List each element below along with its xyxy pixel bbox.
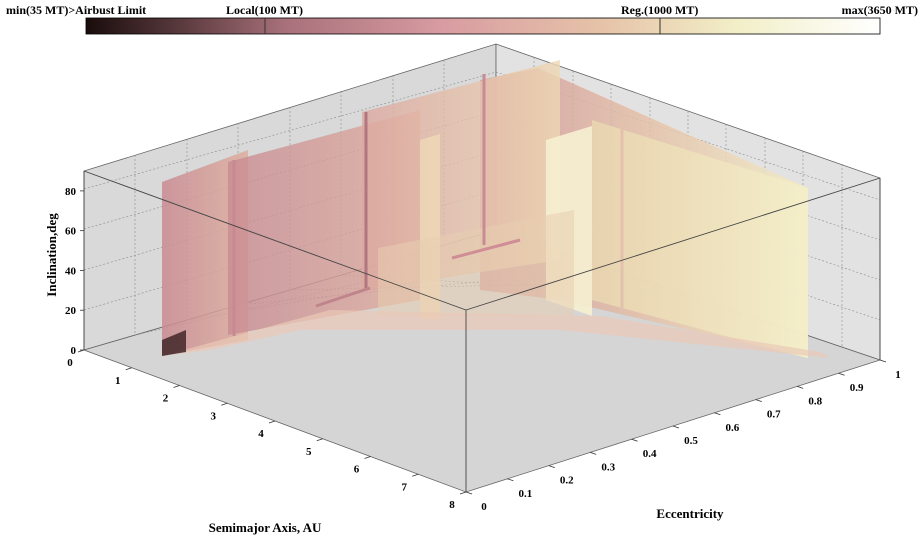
x-tick-mark [125, 367, 132, 371]
x-tick-label: 7 [402, 481, 408, 493]
x-tick-label: 0 [67, 357, 73, 369]
y-tick-label: 0.1 [519, 488, 533, 500]
colorbar-label-regional: Reg.(1000 MT) [621, 3, 698, 17]
slice-line-6 [315, 286, 371, 308]
y-tick-label: 0.8 [808, 395, 822, 407]
x-tick-mark [316, 438, 323, 442]
y-tick-label: 0.9 [850, 382, 864, 394]
y-tick-label: 0.7 [767, 409, 781, 421]
y-tick-label: 1 [895, 369, 901, 381]
slice-dark-corner [162, 330, 186, 356]
x-tick-label: 3 [211, 410, 217, 422]
y-tick-mark [797, 386, 804, 389]
y-tick-mark [465, 491, 473, 495]
colorbar-label-min: min(35 MT)>Airbust Limit [6, 3, 146, 17]
y-tick-label: 0.5 [684, 435, 698, 447]
z-tick-label: 60 [65, 226, 77, 238]
slice-e-high [592, 120, 808, 358]
y-tick-mark [590, 452, 597, 455]
colorbar-label-max: max(3650 MT) [842, 3, 918, 17]
x-tick-label: 5 [306, 446, 312, 458]
y-tick-mark [548, 465, 555, 468]
slice-floor [162, 310, 830, 358]
x-tick-label: 2 [163, 393, 169, 405]
y-tick-mark [755, 399, 762, 402]
y-tick-mark [714, 412, 721, 416]
x-tick-mark [268, 420, 276, 424]
x-tick-label: 1 [115, 375, 121, 387]
slice-e-low [378, 210, 574, 316]
front-frame [83, 170, 881, 492]
y-axis-label: Eccentricity [656, 506, 724, 521]
data-slices [162, 60, 830, 358]
y-tick-mark [838, 372, 845, 376]
x-tick-label: 4 [258, 428, 264, 440]
x-tick-mark [221, 402, 228, 406]
x-tick-label: 6 [354, 464, 360, 476]
z-axis-ticks: 0 20 40 60 80 [65, 186, 84, 357]
x-tick-mark [364, 456, 371, 459]
x-axis-label: Semimajor Axis, AU [209, 520, 322, 535]
z-tick-label: 20 [65, 305, 77, 317]
y-axis-ticks: 0 0.1 0.2 0.3 0.4 0.5 0.6 0.7 0.8 0.9 1 [465, 359, 901, 513]
y-tick-mark [879, 359, 887, 363]
y-tick-label: 0.2 [560, 475, 574, 487]
x-axis-ticks: 0 1 2 3 4 5 6 7 8 [67, 349, 467, 511]
x-tick-mark [412, 473, 419, 477]
y-tick-mark [631, 438, 638, 442]
z-tick-label: 40 [65, 265, 77, 277]
x-tick-mark [173, 385, 180, 388]
x-tick-mark [459, 491, 467, 495]
y-tick-label: 0.6 [726, 422, 740, 434]
x-tick-mark [77, 349, 85, 353]
x-tick-label: 8 [449, 499, 455, 511]
z-tick-label: 80 [65, 186, 77, 198]
z-axis-label: Inclination,deg [44, 213, 59, 297]
y-tick-mark [672, 425, 680, 429]
colorbar: min(35 MT)>Airbust Limit Local(100 MT) R… [6, 3, 918, 35]
y-tick-label: 0 [481, 501, 487, 513]
slice-line-5 [451, 238, 521, 260]
y-tick-label: 0.4 [643, 448, 657, 460]
colorbar-label-local: Local(100 MT) [226, 3, 303, 17]
colorbar-gradient [85, 17, 881, 35]
y-tick-label: 0.3 [601, 461, 615, 473]
slice-a1 [162, 150, 248, 356]
y-tick-mark [507, 478, 514, 482]
z-tick-label: 0 [71, 345, 77, 357]
